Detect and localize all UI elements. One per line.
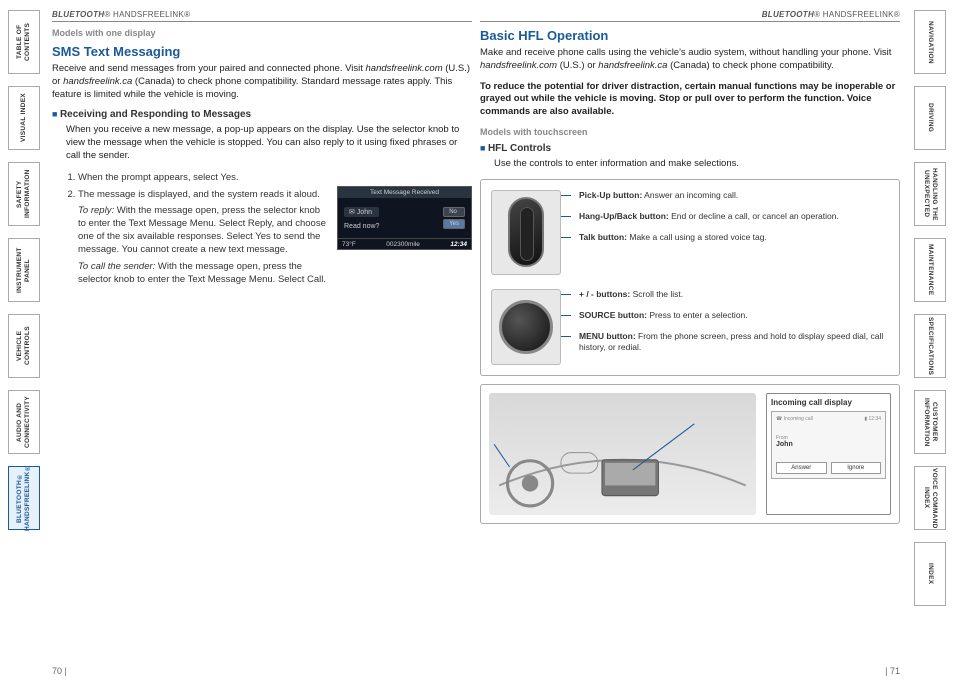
talk-button-desc: Talk button: Make a call using a stored … [573,232,889,243]
shot-temp: 73°F [342,241,356,248]
hfl-controls-intro: Use the controls to enter information an… [494,158,900,171]
text-message-screenshot: Text Message Received ✉ John Read now? N… [337,186,472,250]
incoming-call-display: Incoming call display ☎ Incoming call▮ 1… [766,393,891,515]
controls-box: Pick-Up button: Answer an incoming call.… [480,179,900,376]
sms-title: SMS Text Messaging [52,44,472,59]
nav-tab-safety[interactable]: SAFETY INFORMATION [8,162,40,226]
hangup-button-desc: Hang-Up/Back button: End or decline a ca… [573,211,889,222]
nav-tab-vehicle-controls[interactable]: VEHICLE CONTROLS [8,314,40,378]
receiving-subhead: Receiving and Responding to Messages [52,109,472,120]
source-button-desc: SOURCE button: Press to enter a selectio… [573,310,889,321]
call-display-header: Incoming call display [771,398,886,407]
shot-time: 12:34 [450,241,467,248]
nav-tab-handling[interactable]: HANDLING THE UNEXPECTED [914,162,946,226]
step-1: When the prompt appears, select Yes. [78,171,328,184]
page-header-left: BLUETOOTH® HANDSFREELINK® [52,10,472,22]
call-screen: ☎ Incoming call▮ 12:34 FromJohn Answer I… [771,411,886,479]
nav-tab-maintenance[interactable]: MAINTENANCE [914,238,946,302]
shot-prompt: Read now? [344,223,379,230]
page-header-right: BLUETOOTH® HANDSFREELINK® [480,10,900,22]
nav-tab-navigation[interactable]: NAVIGATION [914,10,946,74]
sms-intro: Receive and send messages from your pair… [52,63,472,101]
page-70: BLUETOOTH® HANDSFREELINK® Models with on… [52,10,472,680]
nav-tab-toc[interactable]: TABLE OF CONTENTS [8,10,40,74]
receiving-intro: When you receive a new message, a pop-up… [66,124,472,162]
nav-tab-audio[interactable]: AUDIO AND CONNECTIVITY [8,390,40,454]
page-71: BLUETOOTH® HANDSFREELINK® Basic HFL Oper… [480,10,900,680]
shot-from: ✉ John [344,207,379,217]
page-num-71: | 71 [885,666,900,676]
dashboard-box: Incoming call display ☎ Incoming call▮ 1… [480,384,900,524]
dashboard-illustration [489,393,756,515]
steering-source-knob-img [491,289,561,365]
steps-list: When the prompt appears, select Yes. The… [78,171,328,286]
nav-tab-driving[interactable]: DRIVING [914,86,946,150]
plusminus-desc: + / - buttons: Scroll the list. [573,289,889,300]
answer-button: Answer [776,462,827,474]
nav-tab-index[interactable]: INDEX [914,542,946,606]
hfl-title: Basic HFL Operation [480,28,900,43]
nav-tab-instrument[interactable]: INSTRUMENT PANEL [8,238,40,302]
nav-tab-voice[interactable]: VOICE COMMAND INDEX [914,466,946,530]
steering-phone-buttons-img [491,190,561,275]
menu-button-desc: MENU button: From the phone screen, pres… [573,331,889,353]
hfl-controls-subhead: HFL Controls [480,143,900,154]
right-nav: NAVIGATION DRIVING HANDLING THE UNEXPECT… [914,10,946,606]
shot-title: Text Message Received [338,187,471,198]
left-nav: TABLE OF CONTENTS VISUAL INDEX SAFETY IN… [8,10,40,530]
hfl-warning: To reduce the potential for driver distr… [480,81,900,119]
pickup-button-desc: Pick-Up button: Answer an incoming call. [573,190,889,201]
shot-odo: 002300mile [386,241,420,248]
step-2: The message is displayed, and the system… [78,188,328,286]
ignore-button: Ignore [831,462,882,474]
hfl-intro: Make and receive phone calls using the v… [480,47,900,73]
nav-tab-specs[interactable]: SPECIFICATIONS [914,314,946,378]
models-note-right: Models with touchscreen [480,127,900,137]
page-num-70: 70 | [52,666,67,676]
nav-tab-bluetooth[interactable]: BLUETOOTH® HANDSFREELINK® [8,466,40,530]
nav-tab-visual-index[interactable]: VISUAL INDEX [8,86,40,150]
nav-tab-customer[interactable]: CUSTOMER INFORMATION [914,390,946,454]
shot-no-button: No [443,207,465,217]
models-note-left: Models with one display [52,28,472,38]
shot-yes-button: Yes [443,219,465,229]
caller-name: John [776,441,793,448]
